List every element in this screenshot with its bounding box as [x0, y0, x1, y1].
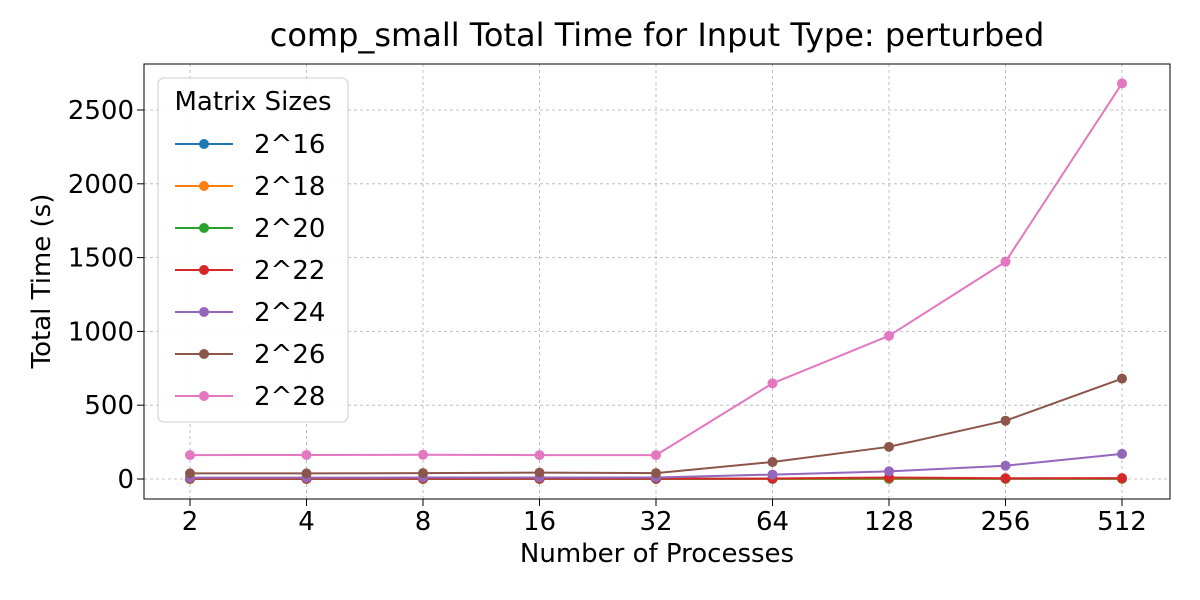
x-tick-label: 8 [415, 507, 432, 537]
y-tick-label: 1500 [68, 244, 134, 274]
legend-entry: 2^28 [175, 382, 325, 412]
legend-label: 2^24 [254, 298, 325, 328]
data-point [418, 468, 428, 479]
data-point [301, 449, 312, 460]
chart-title: comp_small Total Time for Input Type: pe… [270, 16, 1045, 54]
legend-box [157, 77, 349, 423]
legend: Matrix Sizes 2^16 2^18 2^20 2^22 2^24 2^26 2^2… [157, 77, 349, 423]
data-point [1117, 448, 1127, 459]
legend-marker [199, 391, 209, 401]
data-point [534, 450, 545, 461]
legend-entry: 2^22 [175, 256, 325, 286]
data-point [767, 457, 778, 468]
data-point [1000, 460, 1011, 471]
series-2-28 [185, 78, 1127, 461]
legend-marker [199, 307, 209, 317]
y-tick-label: 0 [117, 465, 134, 495]
data-point [767, 469, 778, 480]
legend-label: 2^26 [254, 340, 325, 370]
data-point [1117, 473, 1127, 484]
y-tick-label: 1000 [68, 317, 134, 347]
data-point [301, 468, 312, 479]
x-tick-label: 4 [298, 507, 315, 537]
data-point [185, 468, 195, 479]
data-point [418, 449, 428, 460]
legend-label: 2^22 [254, 256, 325, 286]
x-tick-label: 2 [182, 507, 199, 537]
x-tick-label: 16 [523, 507, 556, 537]
data-point [884, 330, 894, 341]
data-point [1000, 256, 1011, 267]
data-point [767, 378, 778, 389]
x-tick-label: 128 [864, 507, 914, 537]
legend-marker [199, 223, 209, 233]
x-tick-label: 64 [756, 507, 789, 537]
y-tick-label: 2500 [68, 96, 134, 126]
y-axis-label: Total Time (s) [27, 194, 57, 370]
data-point [651, 450, 661, 461]
series-2-26 [185, 373, 1127, 479]
y-tick-label: 2000 [68, 170, 134, 200]
x-tick-label: 32 [639, 507, 672, 537]
legend-marker [199, 349, 209, 359]
legend-label: 2^18 [254, 172, 325, 202]
data-point [1117, 78, 1127, 89]
legend-label: 2^16 [254, 130, 325, 160]
data-point [884, 466, 894, 477]
legend-entry: 2^16 [175, 130, 325, 160]
legend-entry: 2^18 [175, 172, 325, 202]
legend-marker [199, 139, 209, 149]
plot-area-frame [143, 63, 1171, 500]
data-point [884, 441, 894, 452]
data-point [1117, 373, 1127, 384]
series-layer [185, 78, 1127, 484]
legend-title: Matrix Sizes [174, 87, 331, 117]
legend-entry: 2^20 [175, 214, 325, 244]
x-axis-label: Number of Processes [520, 539, 794, 569]
legend-entry: 2^24 [175, 298, 325, 328]
x-tick-label: 512 [1097, 507, 1147, 537]
legend-entry: 2^26 [175, 340, 325, 370]
data-point [1000, 415, 1011, 426]
legend-label: 2^20 [254, 214, 325, 244]
data-point [185, 450, 195, 461]
data-point [1000, 473, 1011, 484]
x-tick-label: 256 [981, 507, 1031, 537]
legend-label: 2^28 [254, 382, 325, 412]
y-tick-label: 500 [84, 391, 134, 421]
legend-marker [199, 265, 209, 275]
data-point [534, 467, 545, 478]
legend-marker [199, 181, 209, 191]
data-point [651, 468, 661, 479]
axis-ticks: 2 4 8 16 32 64 128 256 512 0 500 1000 1500 2000 2500 [68, 96, 1147, 537]
